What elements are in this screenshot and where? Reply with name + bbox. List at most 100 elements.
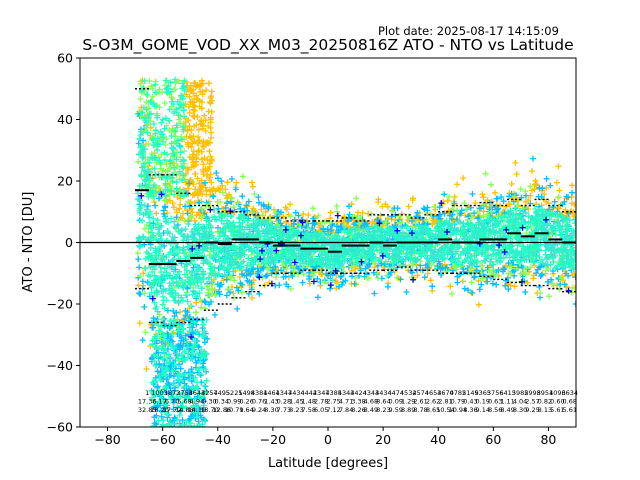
bin-stat-mean: 0.30	[202, 398, 216, 406]
bin-stat-count: 4424	[350, 389, 367, 397]
bin-stat-mean: 6.17	[152, 398, 166, 406]
bin-stat-sigma: 8.36	[463, 406, 477, 414]
bin-stat-sigma: 9.59	[389, 406, 403, 414]
bin-stat-sigma: 8.49	[500, 406, 514, 414]
scatter-series-4	[136, 132, 576, 315]
bin-stat-sigma: 10.71	[225, 406, 244, 414]
bin-stat-mean: 1.29	[401, 398, 415, 406]
bin-stat-count: 1873	[164, 389, 181, 397]
bin-stat-count: 5363	[475, 389, 492, 397]
plot-date-subtitle: Plot date: 2025-08-17 14:15:09	[378, 24, 559, 38]
bin-stat-count: 5756	[487, 389, 504, 397]
bin-stat-mean: 4.71	[339, 398, 353, 406]
bin-stat-mean: 4.04	[513, 398, 527, 406]
bin-stat-sigma: 7.84	[339, 406, 353, 414]
bin-stat-sigma: 8.23	[289, 406, 303, 414]
x-tick-label: 80	[540, 432, 556, 447]
x-tick-label: −20	[260, 432, 286, 447]
bin-stat-sigma: 13.70	[200, 406, 219, 414]
bin-stat-count: 4670	[437, 389, 454, 397]
x-axis-label: Latitude [degrees]	[268, 456, 388, 471]
scatter-points	[134, 76, 576, 427]
bin-stat-sigma: 8.13	[538, 406, 552, 414]
bin-stat-count: 1	[145, 389, 149, 397]
y-tick-label: 60	[57, 51, 73, 66]
bin-stat-count: 2754	[176, 389, 193, 397]
x-tick-label: 20	[375, 432, 391, 447]
x-tick-label: 60	[485, 432, 501, 447]
bin-stat-count: 4442	[301, 389, 318, 397]
bin-stat-count: 5149	[462, 389, 479, 397]
bin-stat-count: 4653	[425, 389, 442, 397]
bin-stat-count: 4347	[276, 389, 293, 397]
x-tick-label: 0	[324, 432, 332, 447]
bin-stat-sigma: 9.64	[239, 406, 253, 414]
bin-stat-sigma: 8.23	[376, 406, 390, 414]
bin-stat-mean: 8.64	[376, 398, 390, 406]
bin-stat-mean: 0.09	[389, 398, 403, 406]
bin-stat-mean: 0.26	[239, 398, 253, 406]
bin-stat-mean: 1.45	[289, 398, 303, 406]
bin-stat-count: 4343	[338, 389, 355, 397]
bin-stat-mean: 0.43	[463, 398, 477, 406]
bin-stat-count: 4343	[363, 389, 380, 397]
bin-stat-mean: 5.68	[177, 398, 191, 406]
bin-stat-count: 4574	[412, 389, 429, 397]
bin-stat-sigma: 8.78	[413, 406, 427, 414]
y-tick-label: 20	[57, 174, 73, 189]
bin-stat-count: 4782	[450, 389, 467, 397]
bin-stat-mean: 2.78	[314, 398, 328, 406]
bin-stat-mean: 2.75	[326, 398, 340, 406]
y-tick-label: −20	[47, 297, 73, 312]
bin-stat-count: 4385	[325, 389, 342, 397]
bin-stat-sigma: 12.86	[212, 406, 231, 414]
bin-stat-sigma: 14.88	[175, 406, 194, 414]
bin-stat-sigma: 8.56	[488, 406, 502, 414]
bin-stat-count: 4257	[201, 389, 218, 397]
bin-stat-sigma: 14.19	[188, 406, 207, 414]
bin-stat-count: 4347	[313, 389, 330, 397]
bin-stat-sigma: 7.73	[277, 406, 291, 414]
bin-stat-mean: 0.76	[252, 398, 266, 406]
bin-stat-mean: 0.99	[227, 398, 241, 406]
bin-stat-mean: 4.68	[364, 398, 378, 406]
y-axis-label: ATO - NTO [DU]	[21, 192, 36, 293]
bin-stat-mean: 2.81	[438, 398, 452, 406]
bin-stat-sigma: 7.12	[326, 406, 340, 414]
bin-stat-sigma: 10.54	[436, 406, 455, 414]
x-tick-label: −60	[149, 432, 175, 447]
bin-stat-sigma: 5.61	[563, 406, 577, 414]
bin-stat-sigma: 8.65	[426, 406, 440, 414]
bin-stat-count: 4434	[288, 389, 305, 397]
bin-stat-count: 5998	[524, 389, 541, 397]
chart-title: S-O3M_GOME_VOD_XX_M03_20250816Z ATO - NT…	[82, 36, 573, 55]
bin-stat-count: 4096	[549, 389, 566, 397]
bin-stat-sigma: 8.49	[364, 406, 378, 414]
bin-stat-sigma: 9.24	[252, 406, 266, 414]
bin-stat-count: 4434	[375, 389, 392, 397]
y-tick-label: −60	[47, 420, 73, 435]
bin-stat-mean: 0.60	[550, 398, 564, 406]
bin-stat-mean: 6.70	[165, 398, 179, 406]
bin-stat-sigma: 9.25	[525, 406, 539, 414]
bin-stat-mean: 0.28	[277, 398, 291, 406]
bin-stat-mean: 4.94	[190, 398, 204, 406]
bin-stat-mean: 1.11	[500, 398, 514, 406]
bin-stat-count: 5221	[226, 389, 243, 397]
bin-stat-count: 6413	[499, 389, 516, 397]
bin-stat-count: 4381	[251, 389, 268, 397]
bin-stat-mean: 2.57	[525, 398, 539, 406]
bin-stat-sigma: 32.85	[138, 406, 157, 414]
x-tick-label: −40	[205, 432, 231, 447]
bin-stat-mean: 0.79	[451, 398, 465, 406]
bin-stat-count: 5982	[512, 389, 529, 397]
bin-stat-count: 5498	[238, 389, 255, 397]
bin-stat-mean: 2.61	[413, 398, 427, 406]
bin-stat-mean: 1.43	[264, 398, 278, 406]
bin-stat-mean: 0.63	[488, 398, 502, 406]
x-tick-label: −80	[94, 432, 120, 447]
bin-stat-count: 3951	[537, 389, 554, 397]
bin-stat-mean: 1.48	[302, 398, 316, 406]
